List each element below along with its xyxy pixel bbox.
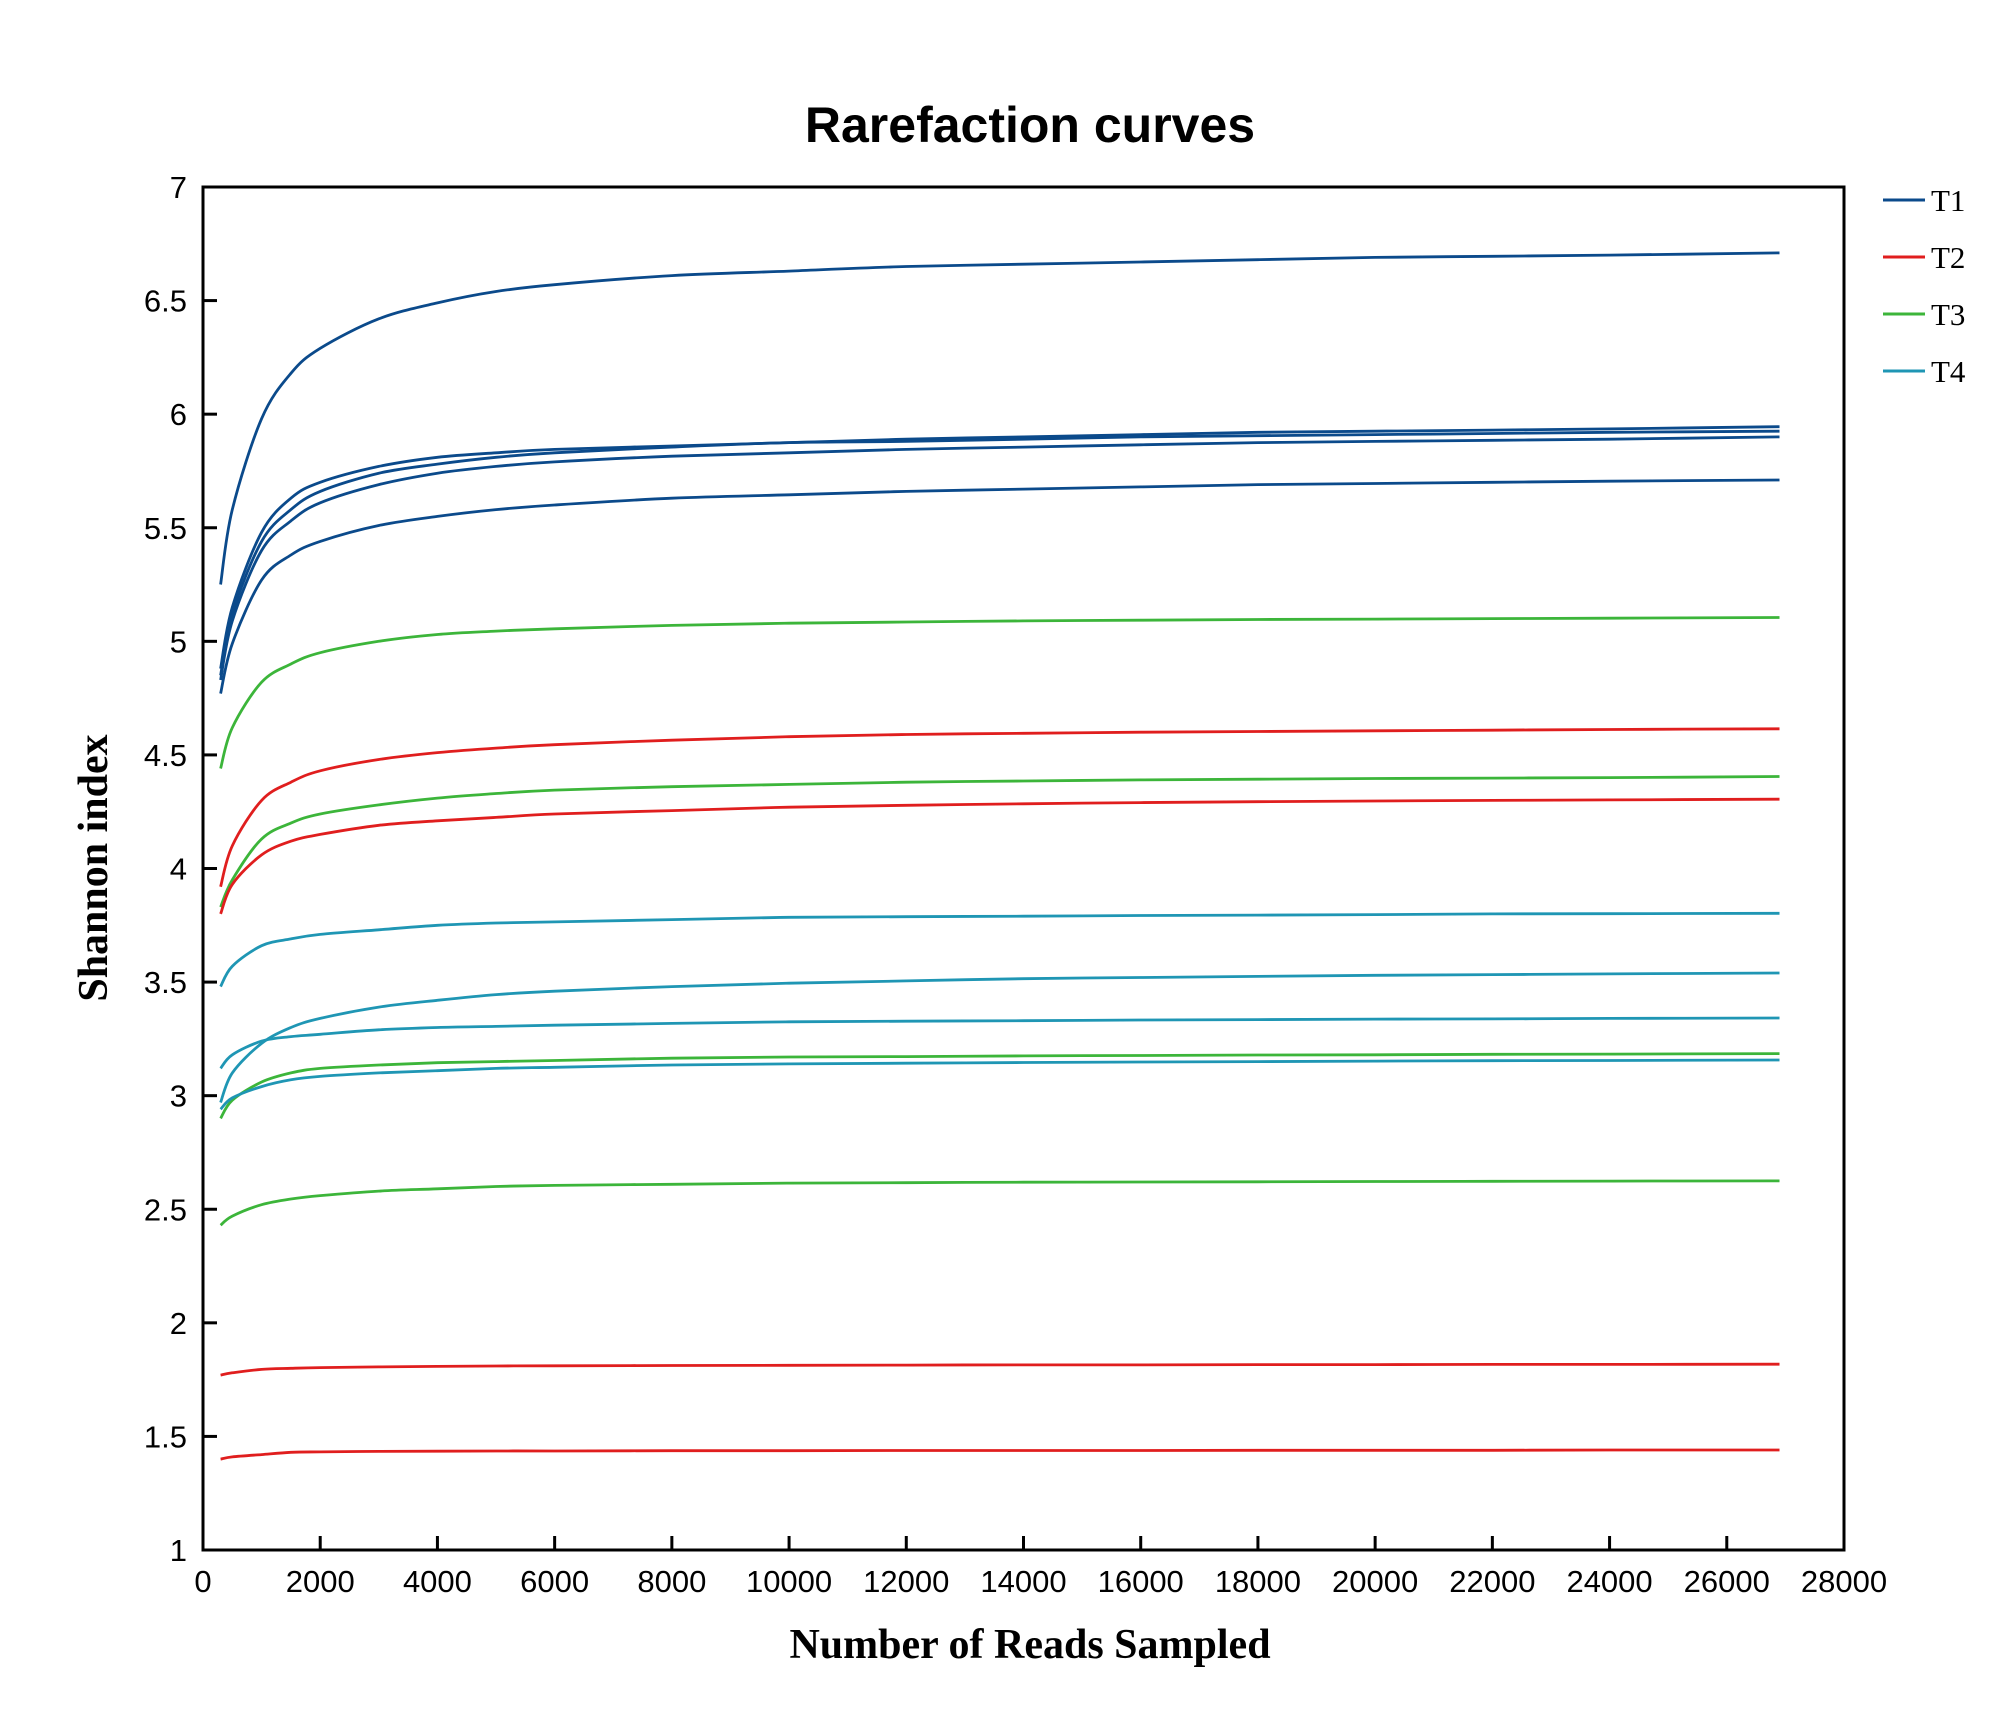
series-line-t1-5 <box>219 478 1780 694</box>
x-tick-label: 26000 <box>1684 1564 1770 1599</box>
y-tick-label: 3 <box>170 1079 187 1114</box>
legend-label-t3: T3 <box>1931 297 1965 332</box>
y-axis-ticks: 1 1.5 2 2.5 3 3.5 4 4.5 5 5.5 6 6.5 7 <box>144 170 217 1568</box>
series-line-t4-12 <box>219 1016 1780 1070</box>
series-line-t2-17 <box>220 1448 1780 1461</box>
chart-title: Rarefaction curves <box>805 97 1255 153</box>
y-tick-label: 7 <box>170 170 187 205</box>
x-tick-label: 12000 <box>863 1564 949 1599</box>
series-line-t3-8 <box>219 775 1780 908</box>
series-line-t2-16 <box>220 1362 1780 1377</box>
series-line-t1-1 <box>219 251 1780 585</box>
y-tick-label: 1 <box>170 1533 187 1568</box>
series-line-t2-7 <box>219 727 1780 888</box>
series-line-t4-10 <box>219 911 1780 988</box>
x-tick-label: 24000 <box>1566 1564 1652 1599</box>
series-line-t2-9 <box>219 797 1780 915</box>
y-tick-label: 1.5 <box>144 1419 187 1454</box>
x-tick-label: 0 <box>194 1564 211 1599</box>
legend-label-t4: T4 <box>1931 354 1966 389</box>
x-tick-label: 20000 <box>1332 1564 1418 1599</box>
x-tick-label: 2000 <box>286 1564 355 1599</box>
x-tick-label: 8000 <box>637 1564 706 1599</box>
legend-label-t2: T2 <box>1931 240 1965 275</box>
series-line-t4-14 <box>219 1058 1780 1111</box>
y-tick-label: 6.5 <box>144 284 187 319</box>
y-tick-label: 4 <box>170 852 187 887</box>
x-tick-label: 6000 <box>520 1564 589 1599</box>
x-tick-label: 18000 <box>1215 1564 1301 1599</box>
x-axis-label: Number of Reads Sampled <box>789 1622 1270 1668</box>
x-axis-ticks: 0 2000 4000 6000 8000 10000 12000 14000 16000 180… <box>194 1536 1887 1599</box>
x-tick-label: 22000 <box>1449 1564 1535 1599</box>
x-tick-label: 10000 <box>746 1564 832 1599</box>
y-tick-label: 6 <box>170 397 187 432</box>
y-tick-label: 5.5 <box>144 511 187 546</box>
x-tick-label: 14000 <box>980 1564 1066 1599</box>
x-tick-label: 28000 <box>1801 1564 1887 1599</box>
y-tick-label: 3.5 <box>144 965 187 1000</box>
legend: T1 T2 T3 T4 <box>1883 183 1966 389</box>
series-line-t1-3 <box>219 429 1780 676</box>
legend-label-t1: T1 <box>1931 183 1965 218</box>
series-line-t3-13 <box>219 1052 1780 1120</box>
y-axis-label: Shannon index <box>71 734 117 1001</box>
series-line-t4-11 <box>219 971 1780 1104</box>
y-tick-label: 2.5 <box>144 1192 187 1227</box>
series-line-t1-4 <box>219 435 1780 681</box>
plot-frame <box>201 185 1846 1552</box>
data-series <box>219 251 1780 1461</box>
series-line-t3-6 <box>219 616 1780 769</box>
x-tick-label: 16000 <box>1098 1564 1184 1599</box>
y-tick-label: 2 <box>170 1306 187 1341</box>
x-tick-label: 4000 <box>403 1564 472 1599</box>
y-tick-label: 4.5 <box>144 738 187 773</box>
y-tick-label: 5 <box>170 624 187 659</box>
series-line-t3-15 <box>219 1179 1780 1227</box>
